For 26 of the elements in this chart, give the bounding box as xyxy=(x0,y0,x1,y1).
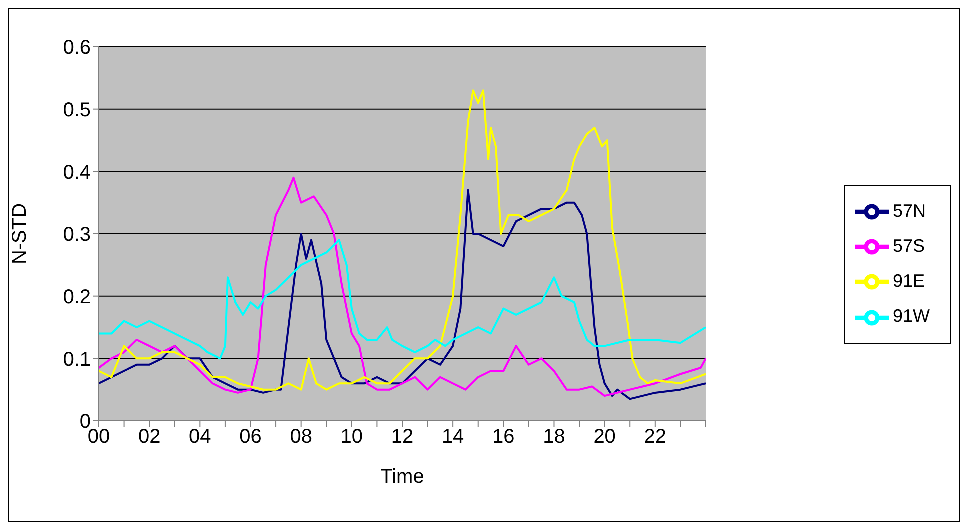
legend-label: 57S xyxy=(892,236,926,256)
x-tick-label: 20 xyxy=(594,426,616,448)
x-tick-label: 16 xyxy=(492,426,515,448)
legend-label: 57N xyxy=(892,200,926,220)
x-tick-label: 00 xyxy=(88,426,110,448)
y-tick-label: 0.6 xyxy=(63,37,91,60)
y-axis-title: N-STD xyxy=(9,203,32,265)
line-series xyxy=(99,239,706,360)
x-tick-label: 04 xyxy=(189,426,212,448)
legend-label: 91E xyxy=(892,271,926,291)
x-tick-label: 10 xyxy=(340,426,364,448)
x-tick-label: 12 xyxy=(391,426,414,448)
y-tick-label: 0.1 xyxy=(63,348,91,371)
y-tick-label: 0.3 xyxy=(63,224,91,246)
x-tick-label: 08 xyxy=(290,426,312,448)
y-tick-label: 0.5 xyxy=(63,99,91,122)
x-tick-label: 22 xyxy=(644,426,667,448)
x-tick-label: 14 xyxy=(442,426,464,448)
x-tick-label: 18 xyxy=(543,426,566,448)
x-axis-title: Time xyxy=(380,466,424,488)
legend-label: 91W xyxy=(892,306,930,326)
line-series xyxy=(99,90,706,391)
y-tick-label: 0.2 xyxy=(63,286,91,308)
y-tick-label: 0.4 xyxy=(63,162,91,184)
x-tick-label: 02 xyxy=(138,426,161,448)
x-tick-label: 06 xyxy=(240,426,262,448)
